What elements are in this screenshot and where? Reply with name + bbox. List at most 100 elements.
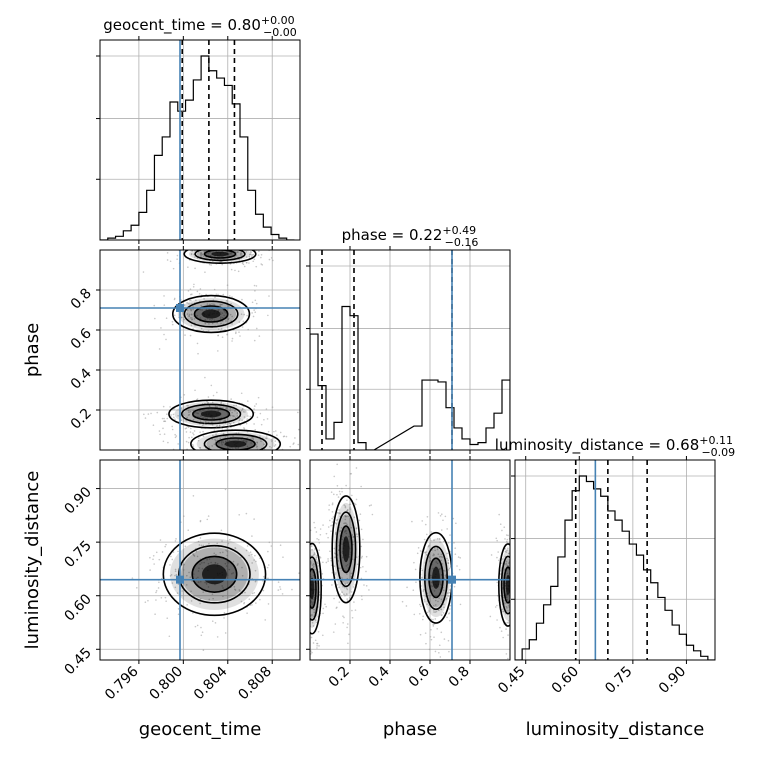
sample-point bbox=[230, 398, 232, 400]
sample-point bbox=[239, 590, 241, 592]
sample-point bbox=[224, 562, 227, 565]
y-tick-label: 0.4 bbox=[68, 365, 95, 392]
sample-point bbox=[190, 253, 193, 256]
sample-point bbox=[457, 556, 460, 558]
sample-point bbox=[198, 544, 201, 546]
sample-point bbox=[304, 582, 306, 584]
sample-point bbox=[194, 267, 196, 270]
sample-point bbox=[518, 609, 520, 611]
sample-point bbox=[269, 456, 271, 458]
sample-point bbox=[207, 329, 210, 332]
sample-point bbox=[217, 350, 219, 352]
sample-point bbox=[334, 552, 336, 554]
sample-point bbox=[322, 612, 324, 615]
density-level bbox=[310, 577, 315, 600]
sample-point bbox=[147, 599, 149, 602]
sample-point bbox=[229, 244, 231, 246]
sample-point bbox=[327, 536, 329, 539]
sample-point bbox=[210, 561, 212, 564]
sample-point bbox=[192, 328, 194, 330]
sample-point bbox=[197, 352, 199, 355]
sample-point bbox=[217, 409, 219, 411]
sample-point bbox=[225, 453, 227, 455]
sample-point bbox=[156, 411, 159, 414]
sample-point bbox=[204, 322, 207, 325]
sample-point bbox=[332, 516, 335, 518]
sample-point bbox=[149, 569, 151, 571]
sample-point bbox=[348, 511, 351, 514]
sample-point bbox=[210, 237, 212, 239]
sample-point bbox=[313, 521, 315, 524]
sample-point bbox=[186, 574, 188, 577]
sample-point bbox=[423, 600, 426, 603]
sample-point bbox=[251, 247, 253, 249]
sample-point bbox=[172, 551, 175, 553]
sample-point bbox=[507, 610, 509, 612]
contour-line bbox=[190, 429, 282, 450]
sample-point bbox=[230, 268, 233, 271]
sample-point bbox=[441, 563, 444, 565]
sample-point bbox=[228, 452, 230, 454]
sample-point bbox=[253, 559, 255, 561]
sample-point bbox=[253, 591, 256, 594]
sample-point bbox=[196, 290, 199, 293]
sample-point bbox=[220, 529, 223, 532]
sample-point bbox=[245, 251, 248, 253]
contour-line bbox=[171, 294, 251, 334]
sample-point bbox=[252, 438, 254, 440]
sample-point bbox=[345, 530, 347, 532]
sample-point bbox=[448, 612, 451, 614]
sample-point bbox=[277, 453, 279, 455]
sample-point bbox=[189, 308, 192, 311]
sample-point bbox=[436, 628, 439, 630]
sample-point bbox=[189, 245, 191, 247]
sample-point bbox=[336, 493, 338, 496]
sample-point bbox=[336, 518, 339, 521]
sample-point bbox=[237, 454, 239, 456]
sample-point bbox=[227, 305, 230, 307]
sample-point bbox=[165, 600, 167, 602]
sample-point bbox=[202, 544, 205, 547]
x-tick-label: 0.60 bbox=[549, 664, 582, 697]
sample-point bbox=[434, 599, 437, 602]
sample-point bbox=[440, 631, 443, 634]
sample-point bbox=[310, 575, 312, 578]
sample-point bbox=[217, 293, 219, 296]
sample-point bbox=[226, 550, 229, 553]
sample-point bbox=[516, 550, 518, 552]
sample-point bbox=[308, 581, 310, 583]
sample-point bbox=[511, 558, 513, 560]
sample-point bbox=[512, 584, 514, 586]
sample-point bbox=[219, 318, 222, 320]
sample-point bbox=[229, 538, 231, 541]
sample-point bbox=[343, 586, 346, 589]
sample-point bbox=[204, 318, 207, 321]
sample-point bbox=[321, 634, 324, 637]
sample-point bbox=[209, 248, 211, 250]
sample-point bbox=[253, 518, 255, 520]
sample-point bbox=[308, 613, 310, 615]
sample-point bbox=[231, 315, 233, 318]
sample-point bbox=[231, 246, 233, 248]
sample-point bbox=[220, 401, 223, 404]
phase-ylabel: phase bbox=[22, 323, 43, 377]
sample-point bbox=[255, 602, 257, 604]
sample-point bbox=[496, 539, 498, 542]
contour-line bbox=[183, 300, 239, 328]
sample-point bbox=[246, 400, 249, 402]
sample-point bbox=[267, 564, 270, 566]
sample-point bbox=[411, 520, 413, 523]
sample-point bbox=[211, 450, 213, 452]
sample-point bbox=[321, 573, 324, 575]
sample-point bbox=[203, 246, 205, 248]
sample-point bbox=[504, 550, 507, 553]
sample-point bbox=[315, 558, 317, 560]
sample-point bbox=[319, 556, 322, 559]
sample-point bbox=[173, 314, 176, 317]
sample-point bbox=[143, 413, 145, 416]
sample-point bbox=[341, 577, 343, 579]
sample-point bbox=[517, 601, 519, 603]
sample-point bbox=[251, 437, 253, 439]
histogram-phase bbox=[310, 305, 510, 450]
